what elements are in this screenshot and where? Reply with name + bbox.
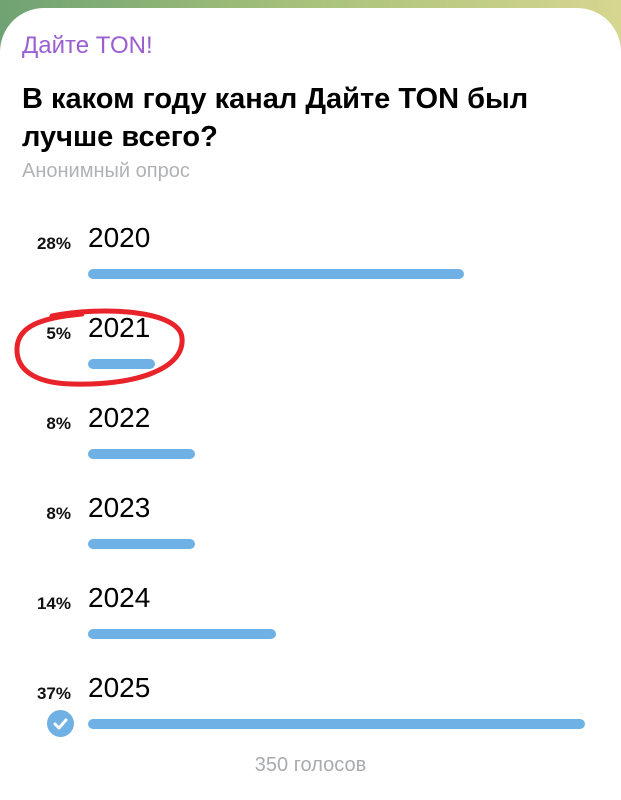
- poll-option-2023[interactable]: 8% 2023: [0, 492, 621, 572]
- total-votes[interactable]: 350 голосов: [254, 754, 367, 776]
- option-label: 2021: [88, 312, 151, 343]
- poll-option-2024[interactable]: 14% 2024: [0, 582, 621, 662]
- option-percent: 8%: [46, 414, 71, 433]
- channel-name[interactable]: Дайте TON!: [22, 32, 153, 59]
- option-percent: 5%: [46, 324, 71, 343]
- poll-option-2021[interactable]: 5% 2021: [0, 312, 621, 392]
- option-result-bar: [88, 449, 196, 459]
- option-percent: 14%: [36, 594, 71, 613]
- poll-option-2022[interactable]: 8% 2022: [0, 402, 621, 482]
- option-result-bar: [88, 719, 585, 729]
- option-label: 2020: [88, 222, 151, 253]
- option-label: 2023: [88, 492, 151, 523]
- option-result-bar: [88, 359, 156, 369]
- poll-type: Анонимный опрос: [22, 160, 190, 182]
- poll-option-2025[interactable]: 37% 2025: [0, 672, 621, 752]
- option-percent: 28%: [36, 234, 71, 253]
- poll-message: Дайте TON! В каком году канал Дайте TON …: [0, 8, 621, 800]
- option-label: 2024: [88, 582, 151, 613]
- option-percent: 37%: [36, 684, 71, 703]
- option-result-bar: [88, 269, 465, 279]
- option-label: 2025: [88, 672, 151, 703]
- checkmark-icon: [47, 710, 74, 737]
- poll-option-2020[interactable]: 28% 2020: [0, 222, 621, 302]
- option-result-bar: [88, 539, 196, 549]
- poll-question: В каком году канал Дайте TON был лучше в…: [22, 83, 529, 153]
- option-label: 2022: [88, 402, 151, 433]
- option-percent: 8%: [46, 504, 71, 523]
- option-result-bar: [88, 629, 277, 639]
